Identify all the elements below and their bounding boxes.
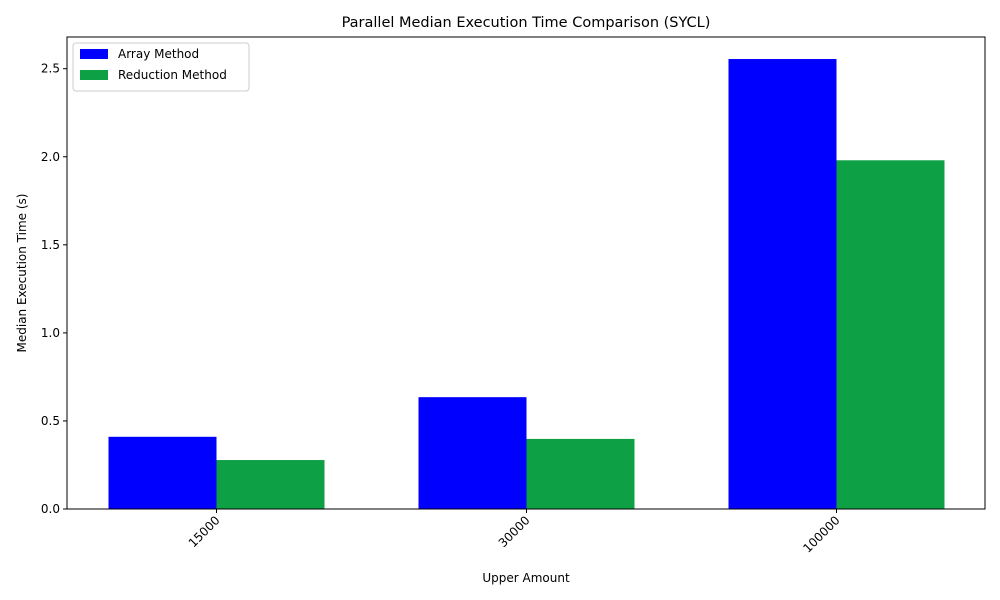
legend-swatch [80,70,108,80]
y-tick-label: 2.0 [41,150,60,164]
bar-array-method-15000 [108,436,217,509]
x-axis-label: Upper Amount [482,571,570,585]
x-tick-label: 15000 [186,513,223,550]
legend-swatch [80,49,108,59]
bar-reduction-method-100000 [836,160,945,510]
legend-label: Array Method [118,47,199,61]
bar-reduction-method-30000 [526,438,635,509]
bars-layer [108,59,945,510]
y-tick-label: 2.5 [41,62,60,76]
y-tick-label: 1.0 [41,326,60,340]
x-tick-label: 100000 [800,513,842,555]
bar-array-method-100000 [728,59,837,510]
x-tick-label: 30000 [496,513,533,550]
bar-array-method-30000 [418,397,527,509]
legend-box [72,42,250,92]
y-axis-label: Median Execution Time (s) [15,194,29,353]
y-tick-label: 1.5 [41,238,60,252]
chart-title: Parallel Median Execution Time Compariso… [342,15,711,31]
legend-label: Reduction Method [118,68,227,82]
bar-reduction-method-15000 [216,460,325,509]
y-tick-label: 0.0 [41,502,60,516]
y-tick-label: 0.5 [41,414,60,428]
legend: Array Method Reduction Method [72,42,250,92]
